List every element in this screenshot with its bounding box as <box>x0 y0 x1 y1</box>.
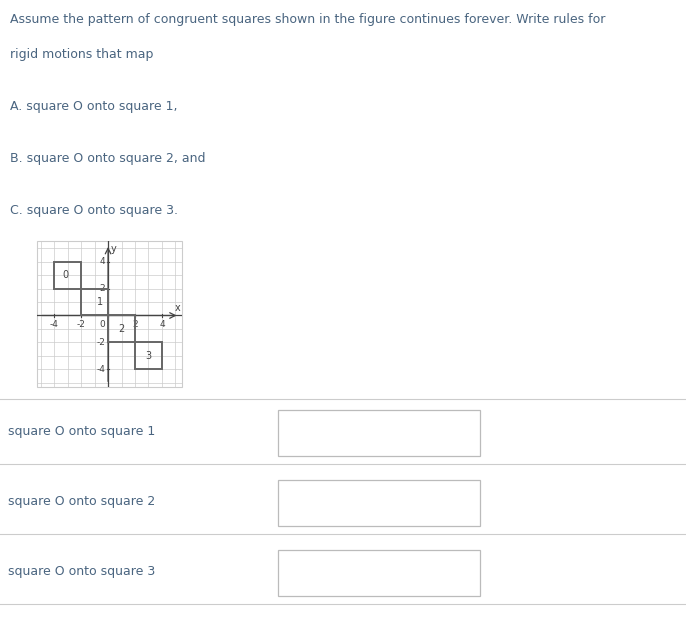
Text: -2: -2 <box>97 338 106 347</box>
Text: 2: 2 <box>132 319 138 329</box>
Text: 2: 2 <box>99 284 106 293</box>
Bar <box>54 262 81 288</box>
Text: square O onto square 3: square O onto square 3 <box>8 565 156 578</box>
Bar <box>81 288 108 316</box>
Text: A. square O onto square 1,: A. square O onto square 1, <box>10 100 178 113</box>
Text: [ Choose ]: [ Choose ] <box>295 495 359 508</box>
Bar <box>278 480 480 526</box>
Text: 4: 4 <box>99 257 106 266</box>
Text: ∨: ∨ <box>463 565 472 578</box>
Text: [ Choose ]: [ Choose ] <box>295 565 359 578</box>
Text: 0: 0 <box>62 270 68 280</box>
Text: B. square O onto square 2, and: B. square O onto square 2, and <box>10 152 206 165</box>
Bar <box>278 410 480 456</box>
Text: C. square O onto square 3.: C. square O onto square 3. <box>10 204 178 217</box>
Text: 0: 0 <box>99 319 106 329</box>
Text: -4: -4 <box>50 319 58 329</box>
Text: square O onto square 1: square O onto square 1 <box>8 425 156 438</box>
Bar <box>108 316 135 342</box>
Text: y: y <box>110 244 116 254</box>
Text: Assume the pattern of congruent squares shown in the figure continues forever. W: Assume the pattern of congruent squares … <box>10 14 606 27</box>
Text: rigid motions that map: rigid motions that map <box>10 48 154 61</box>
Text: 3: 3 <box>145 351 152 361</box>
Text: square O onto square 2: square O onto square 2 <box>8 495 156 508</box>
Text: ∨: ∨ <box>463 495 472 508</box>
Text: 1: 1 <box>97 297 103 307</box>
Text: ∨: ∨ <box>463 425 472 438</box>
Text: x: x <box>175 303 181 313</box>
Text: 2: 2 <box>119 324 125 334</box>
Text: -2: -2 <box>77 319 86 329</box>
Text: 4: 4 <box>159 319 165 329</box>
Bar <box>135 342 162 370</box>
Text: -4: -4 <box>97 365 106 374</box>
Text: [ Choose ]: [ Choose ] <box>295 425 359 438</box>
Bar <box>36 241 182 387</box>
Bar <box>278 550 480 596</box>
